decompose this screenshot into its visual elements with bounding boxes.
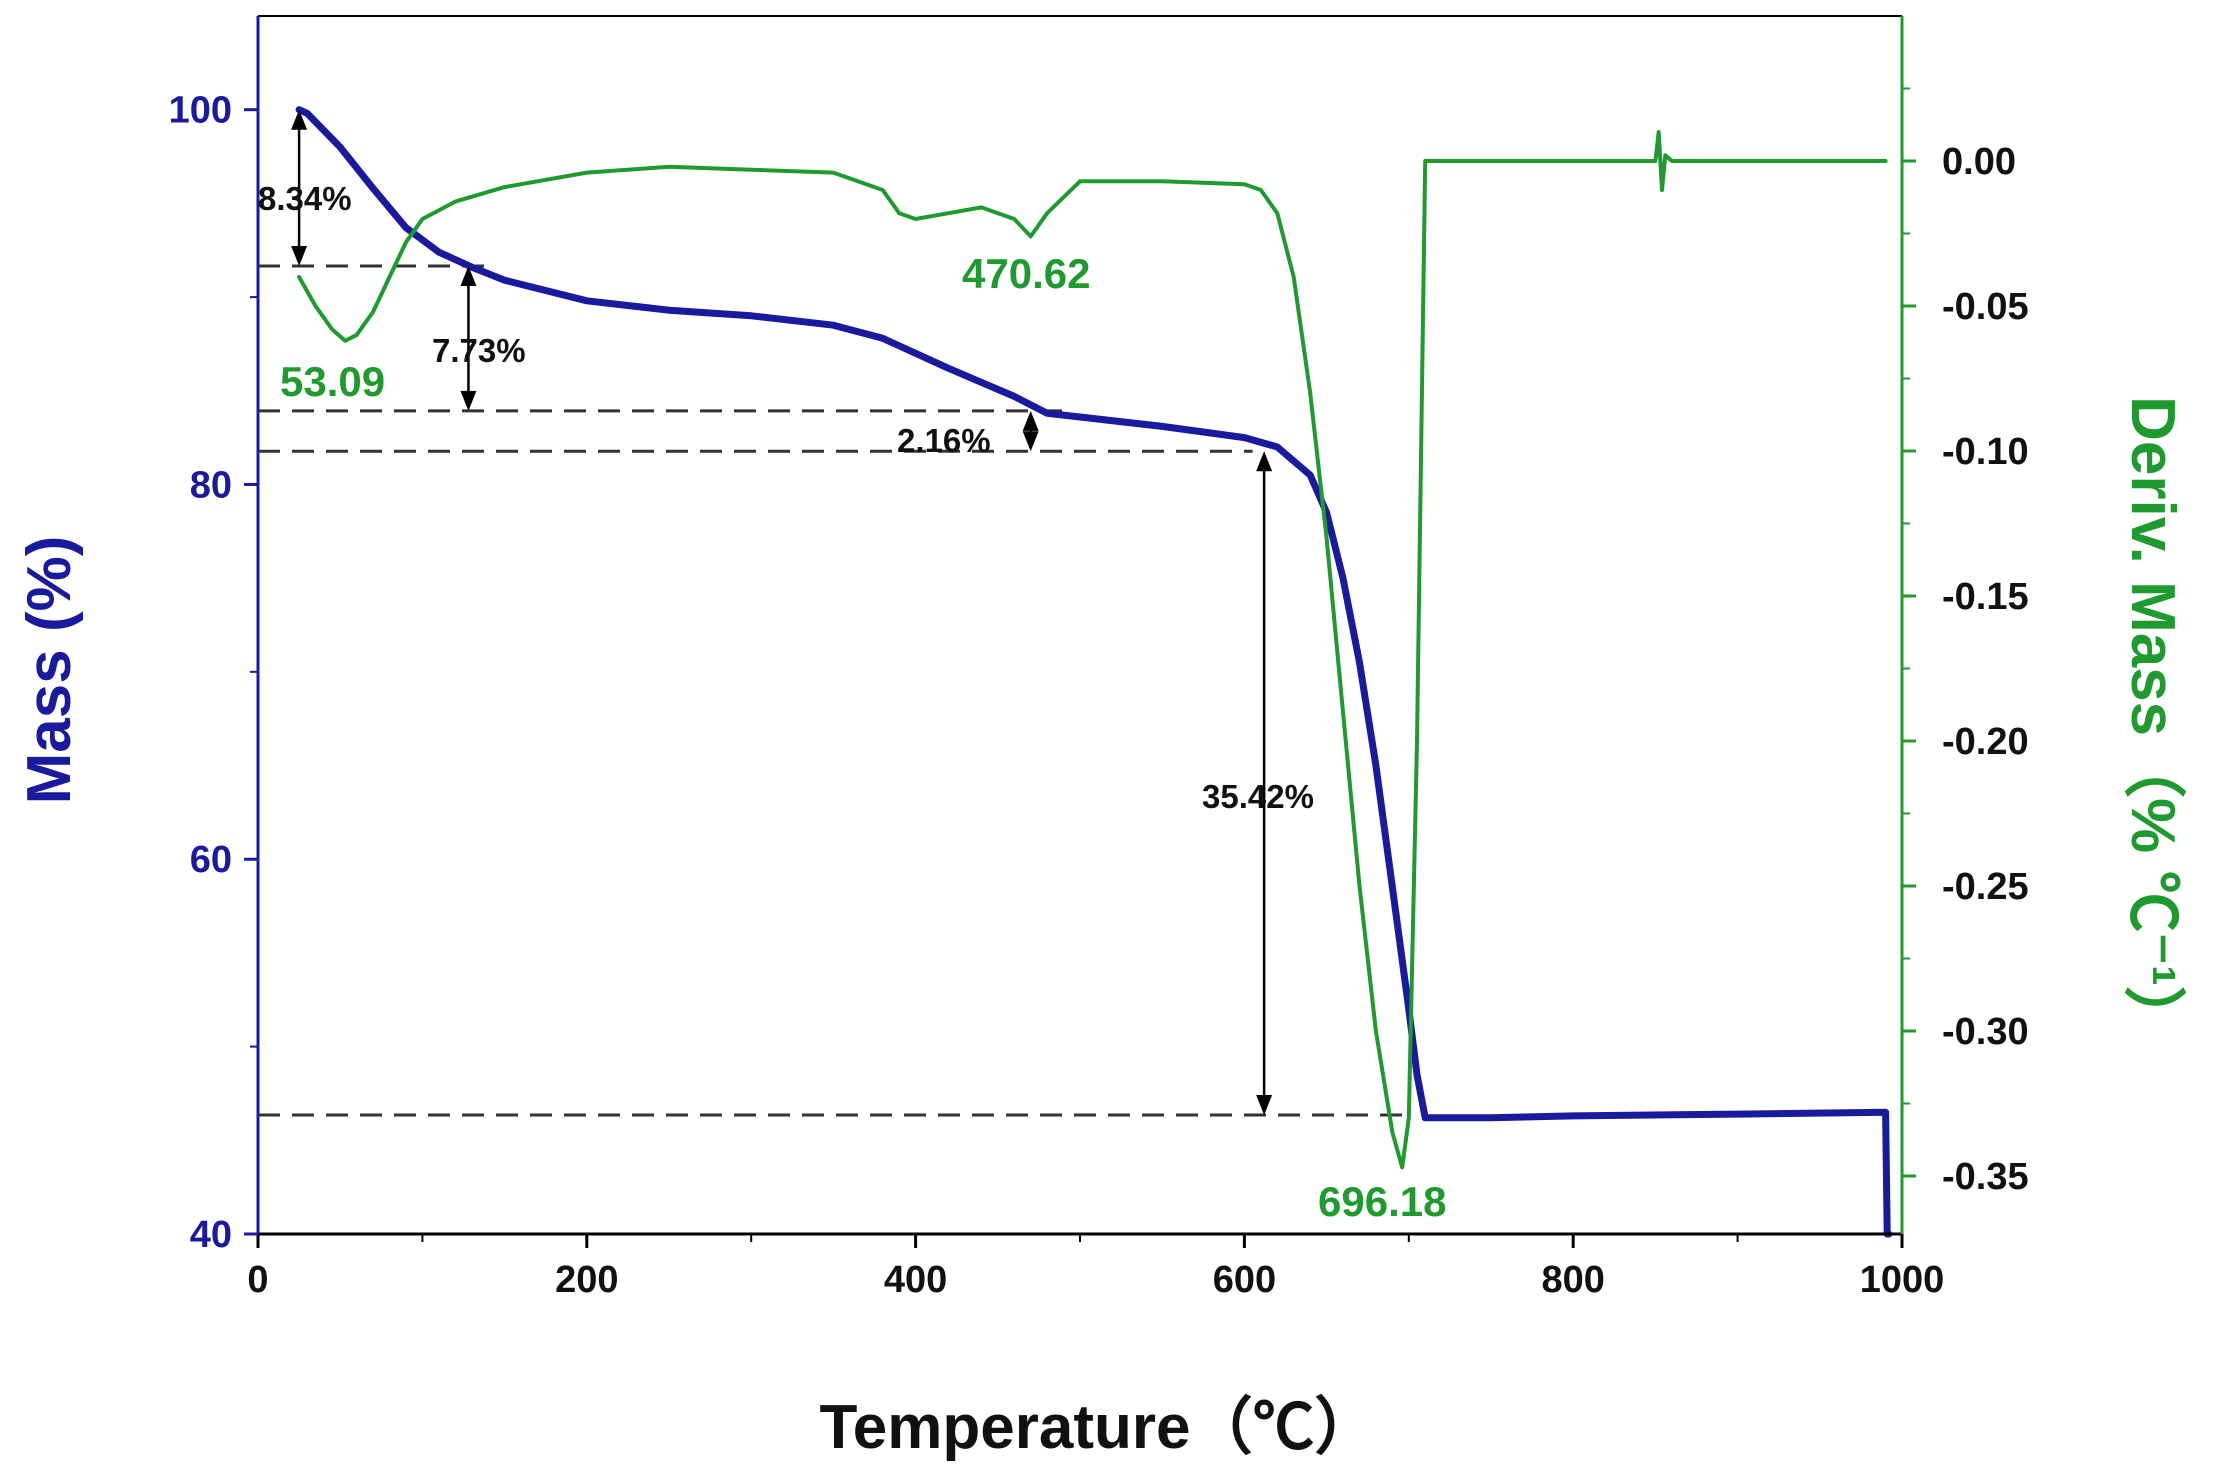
mass-step-label: 8.34% [258,180,352,217]
step-arrow-head [1256,1095,1273,1116]
right-y-tick-label: 0.00 [1942,141,2016,183]
step-arrow-head [291,245,308,266]
step-arrow-head [1022,431,1039,452]
x-tick-label: 200 [555,1259,618,1301]
right-y-tick-label: -0.10 [1942,431,2029,473]
plot-frame [256,15,1904,1236]
step-arrow-head [460,390,477,411]
peak-label: 696.18 [1318,1178,1446,1225]
x-axis-label: Temperature（℃） [820,1392,1377,1462]
left-y-tick-label: 100 [169,90,232,132]
step-arrow-head [291,109,308,130]
reference-dashed-lines [258,264,1409,1117]
right-y-tick-label: -0.25 [1942,866,2029,908]
x-tick-label: 0 [247,1259,268,1301]
mass-step-label: 2.16% [897,422,991,459]
step-arrows [291,109,1273,1116]
step-arrow-head [460,265,477,286]
x-tick-label: 800 [1541,1259,1604,1301]
right-y-tick-label: -0.35 [1942,1156,2029,1198]
left-y-axis-label: Mass (%) [15,536,84,805]
left-y-tick-label: 40 [190,1214,232,1256]
axis-ticks: 0 200 400 600 800 1000 40 60 80 100 0.00 -0.05 -0.10… [169,87,2029,1301]
peak-label: 53.09 [280,358,385,405]
step-arrow-head [1256,451,1273,472]
x-tick-label: 600 [1213,1259,1276,1301]
mass-step-label: 7.73% [432,332,526,369]
x-tick-label: 400 [884,1259,947,1301]
step-arrow-head [1022,410,1039,431]
right-y-tick-label: -0.20 [1942,721,2029,763]
right-y-tick-label: -0.05 [1942,286,2029,328]
mass-step-label: 35.42% [1202,778,1314,815]
mass-curve [295,106,1893,1238]
deriv-mass-curve [297,130,1888,1170]
x-tick-label: 1000 [1860,1259,1945,1301]
left-y-tick-label: 80 [190,464,232,506]
left-y-tick-label: 60 [190,839,232,881]
series-layer [295,106,1893,1238]
right-y-tick-label: -0.30 [1942,1011,2029,1053]
peak-label: 470.62 [962,250,1090,297]
right-y-axis-label: Deriv. Mass（% ℃⁻¹） [2118,396,2188,1048]
right-y-tick-label: -0.15 [1942,576,2029,618]
